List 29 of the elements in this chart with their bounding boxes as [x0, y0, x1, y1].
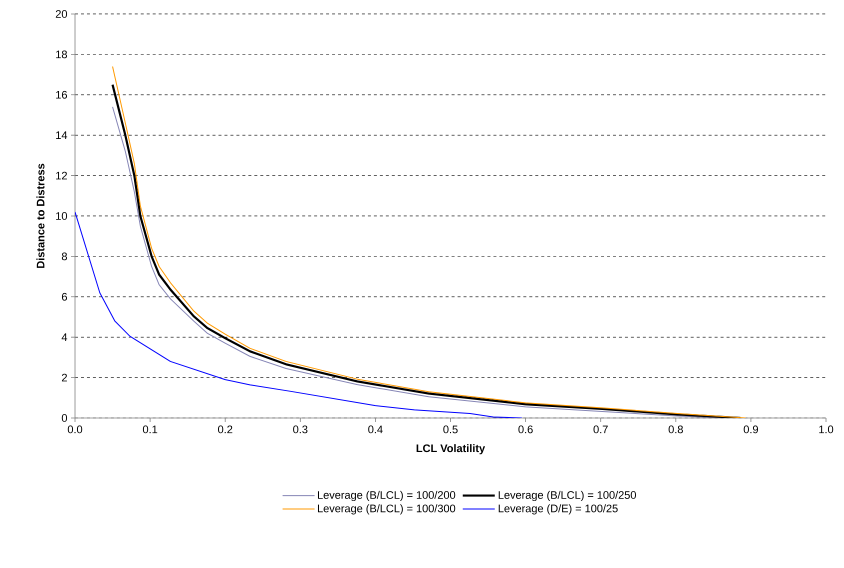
y-tick-label: 6: [62, 292, 68, 301]
legend-label: Leverage (D/E) = 100/25: [498, 504, 618, 514]
y-tick-label: 10: [56, 212, 68, 220]
x-tick-label: 0.5: [443, 426, 458, 434]
x-tick-label: 0.3: [293, 426, 308, 434]
y-tick-label: 8: [62, 252, 68, 260]
legend-label: Leverage (B/LCL) = 100/250: [498, 490, 636, 502]
y-tick-label: 0: [62, 414, 68, 422]
x-tick-label: 0.9: [744, 426, 758, 434]
legend-label: Leverage (B/LCL) = 100/300: [318, 504, 456, 514]
y-tick-label: 14: [56, 131, 68, 139]
x-tick-label: 0.7: [594, 426, 608, 434]
y-tick-label: 12: [56, 172, 67, 180]
legend-label: Leverage (B/LCL) = 100/200: [318, 490, 456, 502]
x-tick-label: 0.0: [68, 426, 82, 434]
x-tick-label: 1.0: [819, 426, 834, 434]
y-tick-label: 2: [62, 374, 67, 382]
y-axis-title: Distance to Distress: [36, 164, 44, 268]
x-tick-label: 0.6: [518, 426, 533, 434]
y-tick-label: 18: [56, 50, 67, 58]
x-tick-label: 0.8: [668, 426, 683, 434]
line-series: [75, 211, 522, 418]
x-tick-label: 0.1: [142, 426, 158, 434]
x-tick-label: 0.4: [368, 426, 383, 434]
x-tick-label: 0.2: [218, 426, 232, 434]
y-tick-label: 20: [56, 10, 68, 18]
y-tick-label: 16: [56, 90, 67, 99]
x-axis-title: LCL Volatility: [416, 444, 486, 454]
y-tick-label: 4: [62, 333, 68, 341]
